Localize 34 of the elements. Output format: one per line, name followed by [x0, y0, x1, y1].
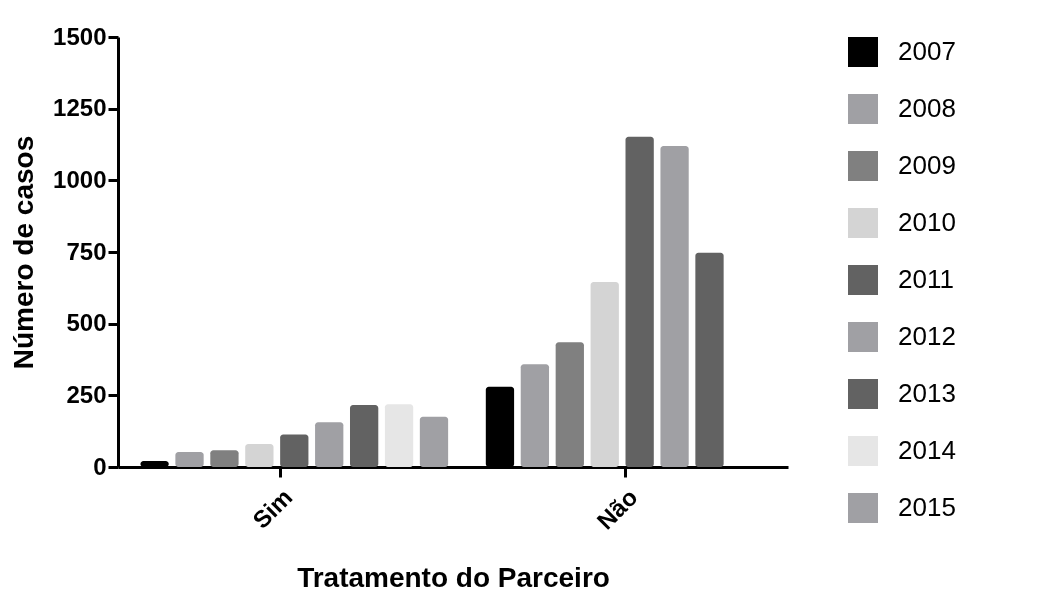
legend-label: 2008: [898, 93, 956, 123]
legend-label: 2011: [898, 264, 954, 294]
bar: [315, 422, 344, 467]
bar: [210, 450, 239, 467]
bar: [384, 404, 414, 467]
legend-label: 2010: [898, 207, 956, 237]
legend-label: 2009: [898, 150, 956, 180]
y-tick-label: 750: [66, 237, 107, 265]
bar: [245, 444, 274, 467]
bar: [175, 452, 204, 467]
x-tick-label: Não: [591, 483, 643, 535]
legend-label: 2013: [898, 378, 956, 408]
bar: [419, 416, 449, 467]
bar: [695, 252, 724, 467]
bar: [660, 145, 689, 467]
legend-label: 2012: [898, 321, 956, 351]
y-tick-label: 0: [93, 452, 107, 480]
y-axis-title: Número de casos: [8, 135, 40, 370]
y-tick-label: 1500: [53, 22, 107, 50]
legend-label: 2014: [898, 435, 956, 465]
x-tick-label: Sim: [247, 483, 298, 534]
y-tick-label: 250: [66, 380, 107, 408]
x-axis-title: Tratamento do Parceiro: [297, 561, 610, 593]
y-tick-label: 1000: [53, 165, 107, 193]
bar: [555, 342, 584, 467]
bar: [520, 364, 550, 467]
legend-label: 2015: [898, 492, 956, 522]
bar: [590, 282, 619, 467]
bar: [349, 405, 379, 467]
legend-label: 2007: [898, 36, 956, 66]
y-tick-label: 1250: [53, 94, 107, 122]
bar: [625, 136, 654, 467]
bar: [280, 434, 309, 467]
y-tick-label: 500: [66, 309, 107, 337]
